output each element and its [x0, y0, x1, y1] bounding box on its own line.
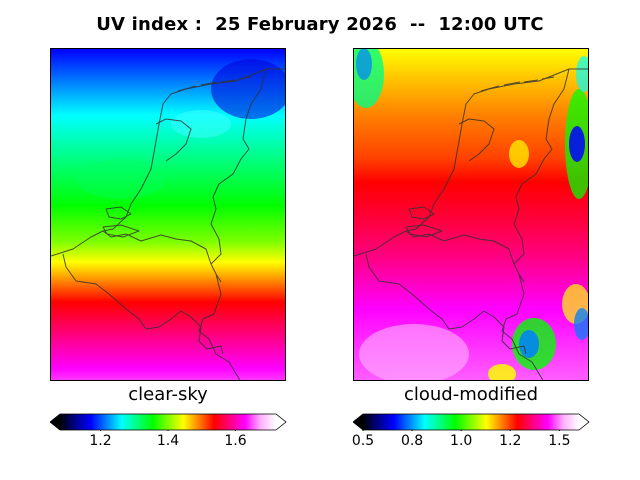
border-lu	[483, 310, 527, 355]
colorbar-tick-label: 1.5	[548, 433, 571, 449]
uv-cell	[509, 140, 529, 168]
wadden-islands	[480, 76, 555, 92]
border-nl-be	[102, 230, 212, 265]
map-cloud-modified-svg	[354, 49, 588, 380]
panel-label-cloud-modified: cloud-modified	[403, 384, 539, 405]
border-nl-be	[405, 230, 515, 265]
border-nl-de	[210, 68, 267, 283]
border-be-de	[501, 273, 544, 380]
coastline	[51, 68, 285, 257]
uv-cell	[211, 59, 285, 119]
colorbar-tick-label: 1.6	[224, 433, 247, 449]
country-borders	[354, 68, 588, 380]
colorbar-extend-max	[276, 414, 286, 430]
country-borders	[51, 68, 285, 380]
map-clear-sky	[50, 48, 286, 381]
uv-cell	[359, 324, 469, 380]
colorbar-gradient	[363, 414, 579, 430]
wadden-islands	[177, 76, 252, 92]
border-nl-de	[513, 68, 570, 283]
uv-cell	[488, 364, 516, 380]
colorbar-tick-label: 1.0	[450, 433, 473, 449]
ijsselmeer-shore	[458, 118, 495, 162]
border-be-de	[198, 273, 241, 380]
border-be-fr	[62, 253, 182, 330]
map-title: UV index : 25 February 2026 -- 12:00 UTC	[96, 14, 544, 35]
map-cloud-modified	[353, 48, 589, 381]
colorbar-cloud-modified	[353, 413, 590, 431]
colorbar-tick-label: 0.8	[400, 433, 424, 449]
uv-cell	[356, 49, 372, 80]
colorbar-extend-min	[353, 414, 363, 430]
uv-cell	[171, 110, 231, 138]
colorbar-gradient	[60, 414, 276, 430]
uv-cell	[76, 159, 166, 199]
colorbar-extend-min	[50, 414, 60, 430]
colorbar-outline	[50, 413, 287, 431]
uv-cell	[569, 126, 585, 162]
uv-cell	[576, 56, 588, 92]
zeeland-delta	[405, 206, 443, 238]
colorbar-tick-label: 1.2	[499, 433, 522, 449]
uv-cell	[519, 330, 539, 358]
colorbar-tick-label: 1.4	[156, 433, 180, 449]
zeeland-delta	[102, 206, 140, 238]
ijsselmeer-shore	[155, 118, 192, 162]
colorbar-tick-label: 0.5	[351, 433, 375, 449]
colorbar-extend-max	[579, 414, 589, 430]
colorbar-tick-label: 1.2	[89, 433, 112, 449]
uv-cell	[574, 308, 588, 340]
map-clear-sky-svg	[51, 49, 285, 380]
colorbar-clear-sky	[50, 413, 287, 431]
border-be-fr	[365, 253, 485, 330]
coastline	[354, 68, 588, 257]
border-lu	[180, 310, 224, 355]
panel-label-clear-sky: clear-sky	[128, 384, 208, 405]
uv-field-cloud-modified	[354, 49, 588, 380]
